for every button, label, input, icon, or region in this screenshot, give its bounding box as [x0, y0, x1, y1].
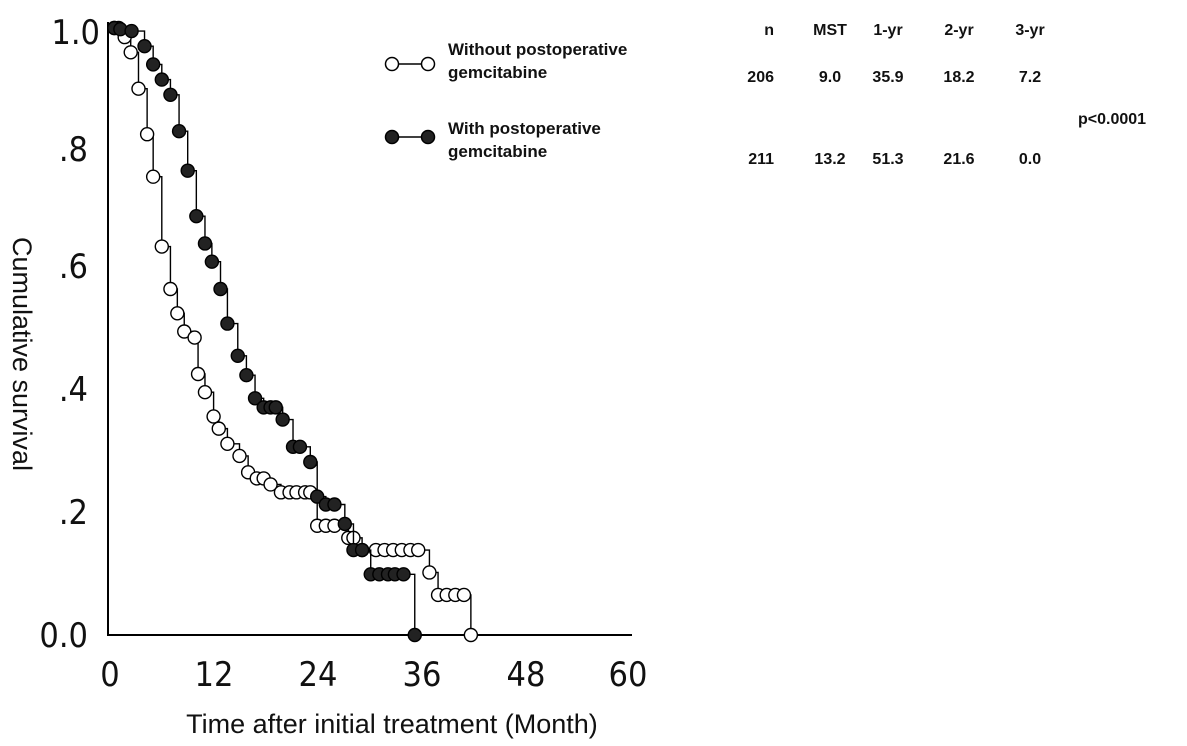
table-cell-mst-with: 13.2 [814, 151, 845, 168]
legend-marker-filled-circle [420, 129, 436, 145]
data-point-open [422, 565, 437, 580]
data-point-open [139, 127, 155, 142]
table-header-n: n [764, 22, 774, 39]
y-tick-label: .6 [59, 247, 88, 287]
table-cell-2yr-without: 18.2 [943, 69, 974, 86]
summary-table: n MST 1-yr 2-yr 3-yr 206 9.0 35.9 18.2 7… [747, 22, 1146, 168]
y-tick-label: .8 [59, 130, 88, 170]
data-point-open [463, 627, 479, 643]
data-point-open [163, 281, 178, 297]
data-point-filled [407, 627, 422, 643]
survival-curve-line [110, 27, 416, 635]
data-point-filled [145, 57, 161, 72]
data-point-open [411, 542, 426, 558]
table-cell-n-without: 206 [747, 69, 774, 86]
series-with-gemcitabine [107, 20, 422, 643]
table-cell-n-with: 211 [748, 151, 774, 168]
x-tick-label: 60 [609, 655, 648, 695]
data-point-open [220, 436, 235, 451]
y-tick-label: .2 [59, 493, 88, 533]
data-point-filled [230, 348, 245, 363]
data-point-filled [197, 236, 213, 251]
x-tick-label: 12 [195, 655, 234, 695]
legend-marker-filled-circle [384, 129, 400, 145]
data-point-filled [124, 23, 139, 39]
data-point-filled [303, 454, 318, 470]
data-point-open [190, 366, 206, 382]
data-point-filled [137, 39, 152, 54]
table-cell-1yr-with: 51.3 [872, 151, 903, 168]
data-point-open [456, 587, 472, 603]
data-point-filled [275, 412, 290, 427]
data-point-filled [163, 87, 178, 102]
data-point-open [123, 45, 138, 60]
x-tick-label: 24 [299, 655, 338, 695]
p-value: p<0.0001 [1078, 111, 1146, 128]
table-header-1yr: 1-yr [873, 22, 902, 39]
legend-label-with-line1: With postoperative [448, 119, 601, 138]
legend-label-without-line2: gemcitabine [448, 63, 547, 82]
x-tick-label: 36 [403, 655, 442, 695]
data-point-filled [154, 72, 170, 87]
series-without-gemcitabine [107, 20, 479, 643]
data-point-filled [171, 123, 187, 139]
table-cell-2yr-with: 21.6 [943, 151, 974, 168]
data-point-filled [204, 254, 220, 269]
y-tick-label: .4 [59, 370, 88, 410]
data-point-open [154, 239, 170, 254]
x-tick-label: 0 [100, 655, 119, 695]
data-point-open [211, 421, 226, 436]
y-axis-title: Cumulative survival [7, 237, 37, 471]
x-tick-label: 48 [507, 655, 546, 695]
table-cell-3yr-with: 0.0 [1019, 151, 1041, 168]
table-cell-3yr-without: 7.2 [1019, 69, 1041, 86]
data-point-filled [354, 542, 370, 558]
data-point-filled [327, 497, 342, 512]
data-point-open [263, 477, 278, 492]
x-axis-title: Time after initial treatment (Month) [186, 709, 598, 739]
legend-label-with-line2: gemcitabine [448, 142, 547, 161]
data-point-open [197, 385, 213, 400]
data-point-filled [396, 567, 411, 582]
data-point-filled [180, 163, 195, 178]
data-point-open [187, 330, 202, 345]
data-point-filled [213, 281, 228, 297]
data-point-open [206, 409, 221, 424]
data-point-open [131, 81, 146, 96]
legend: Without postoperative gemcitabine With p… [384, 40, 627, 161]
table-cell-1yr-without: 35.9 [872, 69, 903, 86]
data-point-filled [239, 368, 254, 383]
data-point-filled [337, 516, 353, 532]
y-tick-label: 0.0 [39, 616, 88, 656]
table-cell-mst-without: 9.0 [819, 69, 841, 86]
data-point-filled [189, 208, 204, 224]
y-tick-label: 1.0 [51, 13, 100, 53]
table-header-3yr: 3-yr [1015, 22, 1044, 39]
table-header-mst: MST [813, 22, 847, 39]
data-point-open [170, 306, 185, 321]
legend-marker-open-circle [420, 56, 436, 72]
table-header-2yr: 2-yr [944, 22, 973, 39]
data-point-filled [268, 400, 283, 415]
data-point-filled [220, 316, 235, 331]
data-point-filled [247, 391, 263, 406]
legend-label-without-line1: Without postoperative [448, 40, 627, 59]
data-point-open [232, 448, 247, 464]
legend-marker-open-circle [384, 56, 400, 72]
data-point-open [145, 169, 161, 184]
data-point-filled [292, 439, 308, 455]
